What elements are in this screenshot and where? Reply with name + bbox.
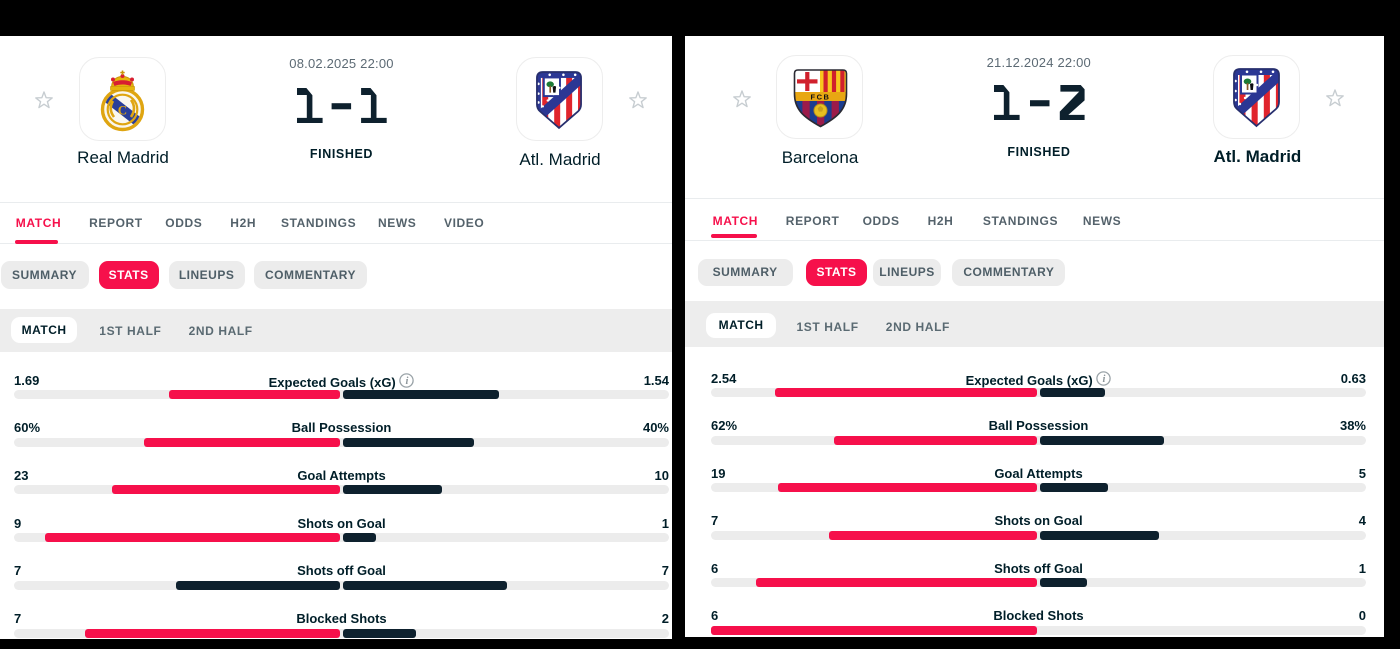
svg-text:i: i <box>1103 374 1106 385</box>
svg-text:i: i <box>406 376 409 387</box>
svg-text:FCB: FCB <box>811 92 831 101</box>
svg-text:C: C <box>118 103 127 118</box>
